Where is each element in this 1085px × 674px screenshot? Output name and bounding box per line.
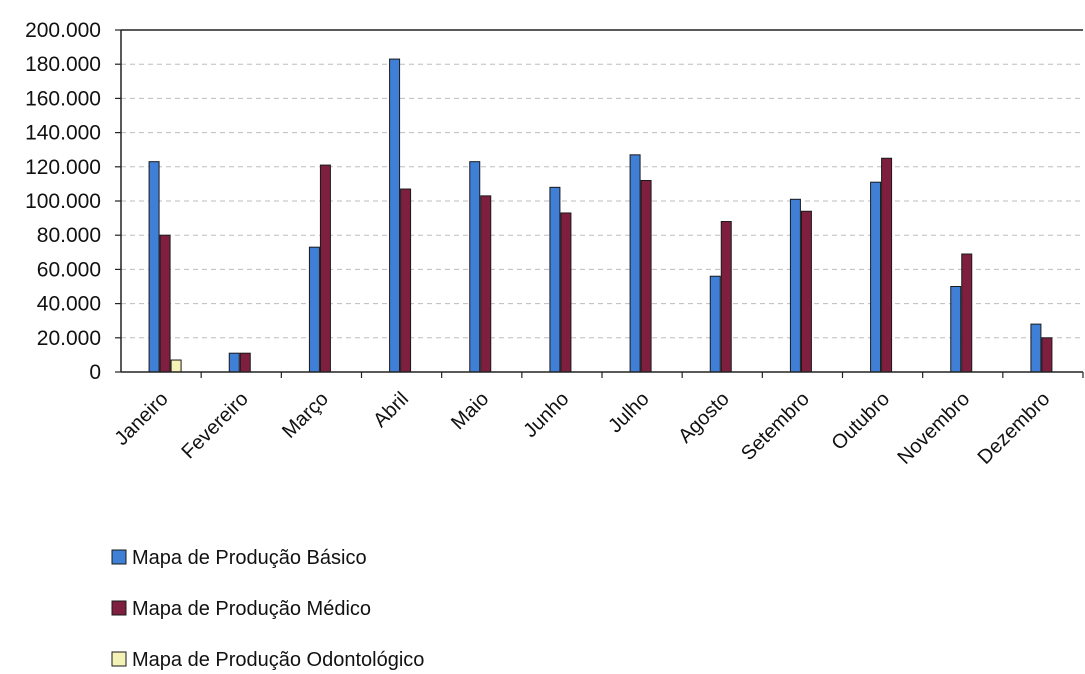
x-category-label: Dezembro xyxy=(974,388,1055,469)
y-tick-label: 80.000 xyxy=(37,224,101,247)
gridlines xyxy=(121,64,1083,338)
bar-medico xyxy=(320,165,330,372)
legend: Mapa de Produção Básico Mapa de Produção … xyxy=(112,547,424,671)
bar-medico xyxy=(160,235,170,372)
y-tick-label: 40.000 xyxy=(37,293,101,316)
bar-basico xyxy=(1031,324,1041,372)
y-tick-label: 160.000 xyxy=(25,87,101,110)
legend-label: Mapa de Produção Básico xyxy=(132,547,367,569)
axes xyxy=(115,30,1083,378)
x-category-label: Maio xyxy=(447,388,493,434)
y-tick-label: 100.000 xyxy=(25,190,101,213)
y-axis-tick-labels: 0 20.000 40.000 60.000 80.000 100.000 120.000 1… xyxy=(25,19,101,384)
y-tick-label: 20.000 xyxy=(37,327,101,350)
bar-medico xyxy=(240,353,250,372)
bar-basico xyxy=(229,353,239,372)
bars xyxy=(149,59,1052,372)
x-category-label: Novembro xyxy=(893,388,974,469)
legend-swatch xyxy=(112,652,126,666)
bar-medico xyxy=(882,158,892,372)
x-category-label: Outubro xyxy=(827,388,894,455)
legend-swatch xyxy=(112,550,126,564)
bar-medico xyxy=(481,196,491,372)
bar-basico xyxy=(871,182,881,372)
bar-medico xyxy=(1042,338,1052,372)
y-tick-label: 140.000 xyxy=(25,122,101,145)
bar-medico xyxy=(801,211,811,372)
bar-basico xyxy=(951,287,961,373)
bar-basico xyxy=(630,155,640,372)
bar-basico xyxy=(710,276,720,372)
bar-basico xyxy=(790,199,800,372)
bar-basico xyxy=(550,187,560,372)
x-category-label: Julho xyxy=(604,388,653,437)
bar-medico xyxy=(401,189,411,372)
bar-basico xyxy=(390,59,400,372)
bar-medico xyxy=(721,222,731,372)
x-category-label: Fevereiro xyxy=(177,388,252,463)
y-tick-label: 200.000 xyxy=(25,19,101,42)
bar-basico xyxy=(470,162,480,372)
y-tick-label: 0 xyxy=(89,361,101,384)
x-category-label: Janeiro xyxy=(111,388,173,450)
bar-basico xyxy=(149,162,159,372)
bar-medico xyxy=(561,213,571,372)
legend-label: Mapa de Produção Médico xyxy=(132,598,371,620)
bar-odontologico xyxy=(171,360,181,372)
legend-label: Mapa de Produção Odontológico xyxy=(132,649,424,671)
x-category-label: Setembro xyxy=(737,388,814,465)
y-tick-label: 180.000 xyxy=(25,53,101,76)
y-tick-label: 120.000 xyxy=(25,156,101,179)
legend-swatch xyxy=(112,601,126,615)
x-category-label: Junho xyxy=(519,388,573,442)
x-category-label: Abril xyxy=(369,388,413,432)
bar-medico xyxy=(962,254,972,372)
x-category-label: Março xyxy=(278,388,333,443)
y-tick-label: 60.000 xyxy=(37,258,101,281)
bar-basico xyxy=(309,247,319,372)
x-axis-category-labels: Janeiro Fevereiro Março Abril Maio Junho Julho… xyxy=(111,388,1055,469)
x-category-label: Agosto xyxy=(674,388,734,448)
bar-medico xyxy=(641,180,651,372)
